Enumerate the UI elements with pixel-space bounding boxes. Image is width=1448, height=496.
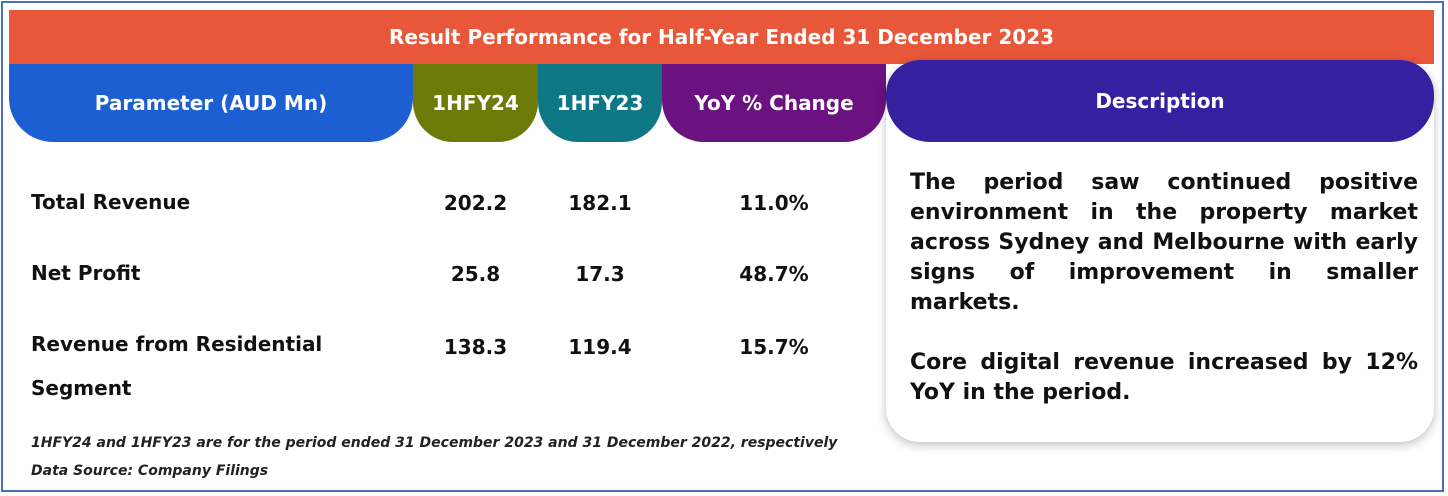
header-1hfy24: 1HFY24 <box>413 64 538 142</box>
table-row: Revenue from Residential Segment 138.3 1… <box>0 324 886 408</box>
table-row: Total Revenue 202.2 182.1 11.0% <box>0 182 886 222</box>
value-1hfy24: 202.2 <box>443 191 508 215</box>
value-yoy-change: 15.7% <box>739 335 809 359</box>
description-paragraph: The period saw continued positive enviro… <box>910 170 1418 315</box>
value-1hfy24: 25.8 <box>450 262 501 286</box>
value-1hfy23: 182.1 <box>568 191 632 215</box>
value-1hfy23: 17.3 <box>575 262 625 286</box>
header-description-label: Description <box>1095 89 1225 113</box>
data-source-footnote: Data Source: Company Filings <box>31 463 269 479</box>
row-label: Total Revenue <box>31 190 191 214</box>
description-card: Description The period saw continued pos… <box>886 60 1434 442</box>
header-1hfy24-label: 1HFY24 <box>432 91 519 115</box>
header-description: Description <box>886 60 1434 142</box>
value-1hfy23: 119.4 <box>568 335 632 359</box>
header-parameter-label: Parameter (AUD Mn) <box>94 91 328 115</box>
header-yoy-change-label: YoY % Change <box>694 91 854 115</box>
header-yoy-change: YoY % Change <box>662 64 886 142</box>
description-text: The period saw continued positive enviro… <box>910 168 1418 438</box>
table-title-banner: Result Performance for Half-Year Ended 3… <box>9 10 1434 64</box>
period-footnote: 1HFY24 and 1HFY23 are for the period end… <box>31 435 838 451</box>
table-row: Net Profit 25.8 17.3 48.7% <box>0 253 886 293</box>
header-1hfy23: 1HFY23 <box>538 64 662 142</box>
header-1hfy23-label: 1HFY23 <box>556 91 644 115</box>
description-paragraph: Core digital revenue increased by 12% Yo… <box>910 350 1418 405</box>
row-label: Net Profit <box>31 261 141 285</box>
value-yoy-change: 11.0% <box>739 191 809 215</box>
value-1hfy24: 138.3 <box>443 335 508 359</box>
table-title: Result Performance for Half-Year Ended 3… <box>388 25 1055 49</box>
value-yoy-change: 48.7% <box>739 262 809 286</box>
row-label: Revenue from Residential Segment <box>31 332 323 400</box>
header-parameter: Parameter (AUD Mn) <box>9 64 413 142</box>
